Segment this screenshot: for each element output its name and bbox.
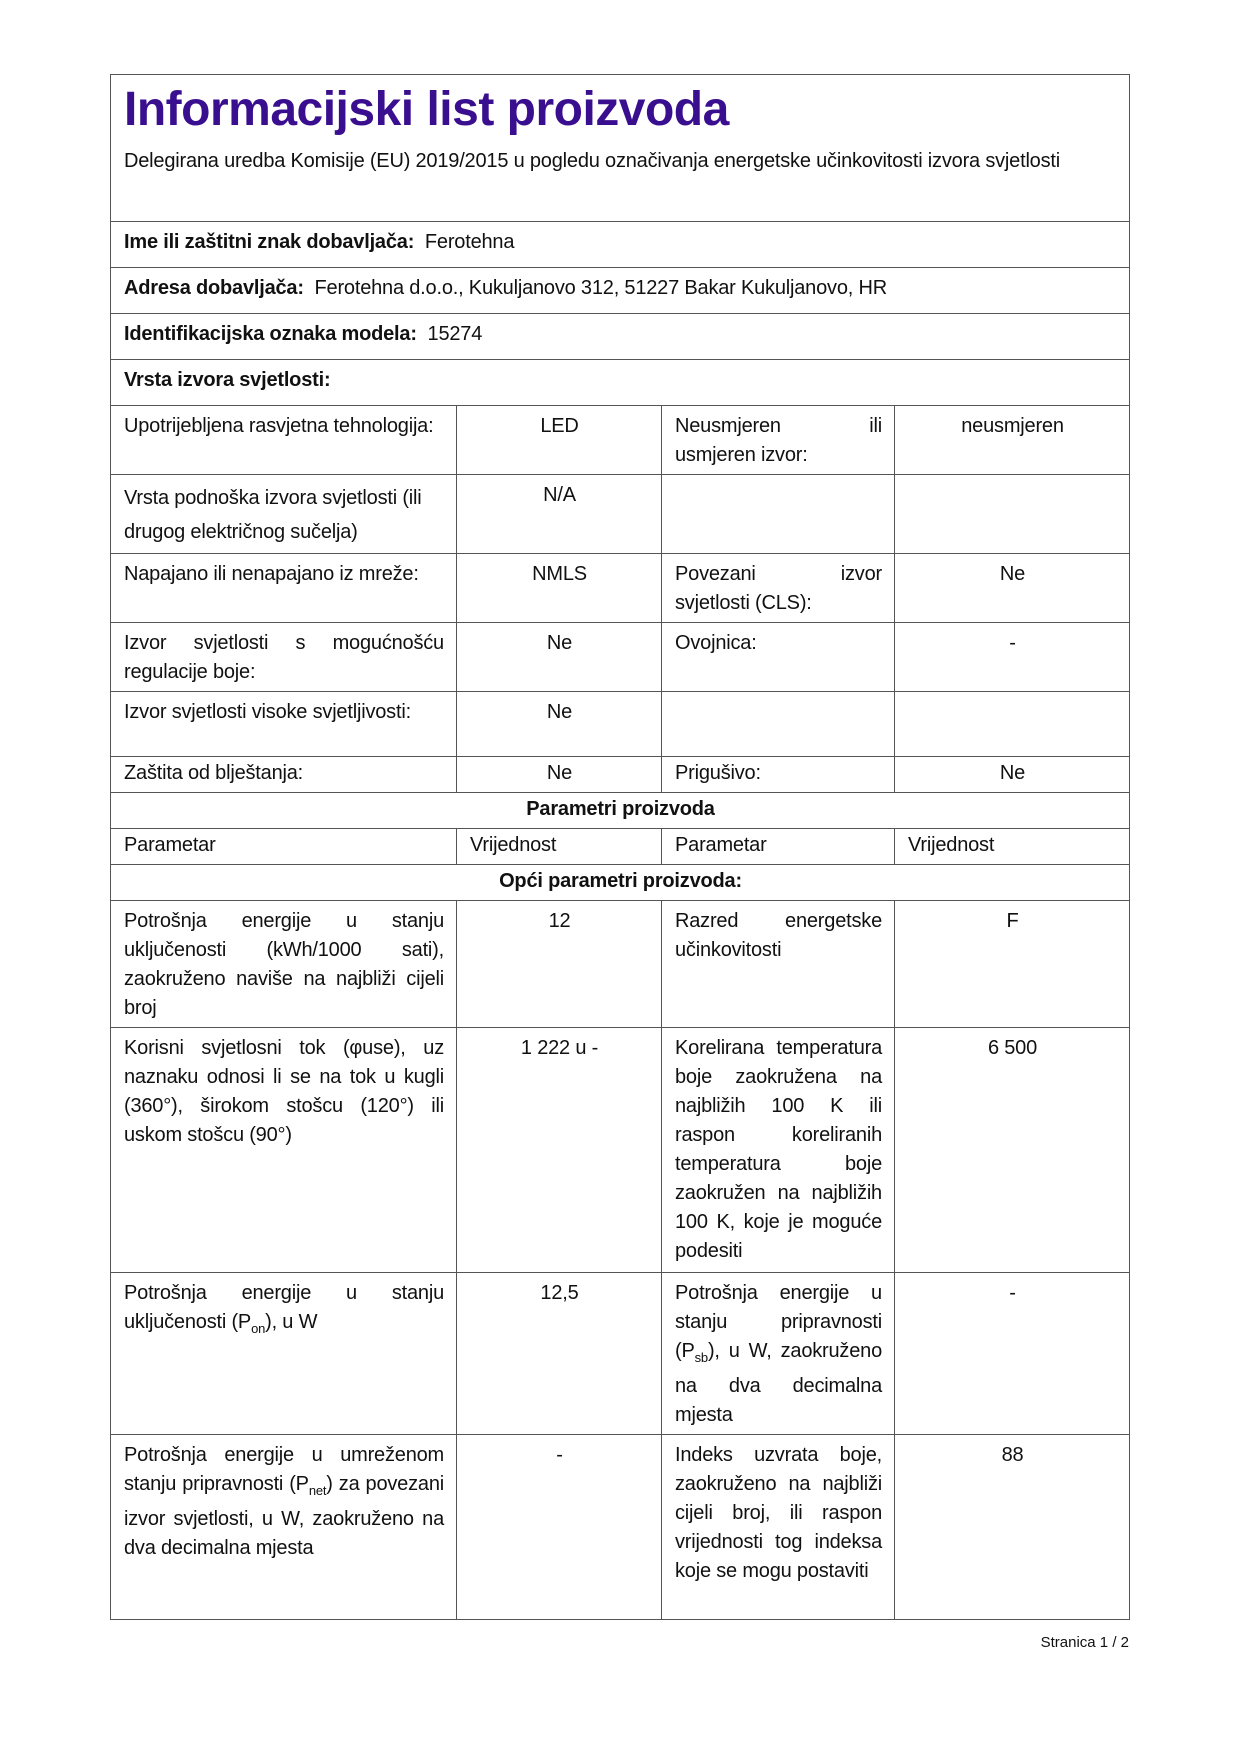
subtitle: Delegirana uredba Komisije (EU) 2019/201… (124, 150, 1061, 172)
param-label: Ovojnica: (661, 622, 895, 692)
label-subscript: net (308, 1483, 327, 1498)
table-row: Napajano ili nenapajano iz mreže: NMLS P… (110, 553, 1131, 623)
param-label: Upotrijebljena rasvjetna tehnologija: (110, 405, 457, 475)
table-row: Potrošnja energije u stanju uključenosti… (110, 1272, 1131, 1435)
param-value: - (893, 1272, 1131, 1435)
param-value (893, 474, 1131, 554)
param-label: Povezani izvor svjetlosti (CLS): (661, 553, 895, 623)
param-label: Korisni svjetlosni tok (φuse), uz naznak… (110, 1027, 457, 1273)
param-label: Indeks uzvrata boje, zaokruženo na najbl… (661, 1434, 895, 1620)
model-value: 15274 (427, 323, 483, 345)
param-value: Ne (456, 691, 662, 757)
table-row: Izvor svjetlosti visoke svjetljivosti: N… (110, 691, 1131, 757)
column-header: Vrijednost (893, 828, 1131, 865)
label-text: ), u W (265, 1311, 318, 1333)
table-row: Izvor svjetlosti s mogućnošću regulacije… (110, 622, 1131, 692)
page-number: Stranica 1 / 2 (1040, 1634, 1129, 1651)
table-row: Potrošnja energije u stanju uključenosti… (110, 900, 1131, 1028)
general-heading-row: Opći parametri proizvoda: (109, 864, 1131, 901)
param-label (661, 474, 895, 554)
param-value (893, 691, 1131, 757)
param-value: Ne (456, 756, 662, 793)
param-value: - (456, 1434, 662, 1620)
label-subscript: on (251, 1321, 266, 1336)
table-row: Vrsta podnoška izvora svjetlosti (ili dr… (110, 474, 1131, 554)
param-label: Potrošnja energije u umreženom stanju pr… (110, 1434, 457, 1620)
supplier-label: Ime ili zaštitni znak dobavljača: (124, 231, 415, 253)
params-heading: Parametri proizvoda (109, 792, 1131, 829)
param-value: NMLS (456, 553, 662, 623)
address-label: Adresa dobavljača: (124, 277, 304, 299)
param-label: Prigušivo: (661, 756, 895, 793)
param-value: - (893, 622, 1131, 692)
param-label: Neusmjeren ili usmjeren izvor: (661, 405, 895, 475)
table-row: Potrošnja energije u umreženom stanju pr… (110, 1434, 1131, 1620)
param-value: 88 (893, 1434, 1131, 1620)
page-title: Informacijski list proizvoda (124, 83, 729, 136)
param-label: Potrošnja energije u stanju uključenosti… (110, 1272, 457, 1435)
param-label: Zaštita od blještanja: (110, 756, 457, 793)
param-value: LED (456, 405, 662, 475)
header-row: Informacijski list proizvoda Delegirana … (109, 74, 1131, 222)
model-label: Identifikacijska oznaka modela: (124, 323, 417, 345)
column-header: Parametar (661, 828, 895, 865)
address-value: Ferotehna d.o.o., Kukuljanovo 312, 51227… (314, 277, 888, 299)
label-subscript: sb (694, 1350, 709, 1365)
label-text: Potrošnja energije u stanju uključenosti… (124, 1282, 444, 1333)
column-header: Parametar (110, 828, 457, 865)
param-label: Potrošnja energije u stanju uključenosti… (110, 900, 457, 1028)
label-text: ) za povezani izvor svjetlosti, u W, zao… (124, 1473, 444, 1559)
column-header: Vrijednost (456, 828, 662, 865)
param-value: neusmjeren (893, 405, 1131, 475)
info-table: Informacijski list proizvoda Delegirana … (109, 74, 1131, 1620)
source-type-row: Vrsta izvora svjetlosti: (109, 359, 1131, 406)
params-heading-row: Parametri proizvoda (109, 792, 1131, 829)
param-value: Ne (456, 622, 662, 692)
param-label: Vrsta podnoška izvora svjetlosti (ili dr… (110, 474, 457, 554)
source-type-heading: Vrsta izvora svjetlosti: (124, 369, 331, 391)
param-label: Potrošnja energije u stanju pripravnosti… (661, 1272, 895, 1435)
model-row: Identifikacijska oznaka modela: 15274 (109, 313, 1131, 360)
supplier-row: Ime ili zaštitni znak dobavljača: Ferote… (109, 221, 1131, 268)
param-value: 6 500 (893, 1027, 1131, 1273)
param-value: Ne (893, 756, 1131, 793)
label-text: ), u W, zaokruženo na dva decimalna mjes… (675, 1340, 882, 1426)
param-value: 12,5 (456, 1272, 662, 1435)
general-heading: Opći parametri proizvoda: (109, 864, 1131, 901)
table-row: Upotrijebljena rasvjetna tehnologija: LE… (110, 405, 1131, 475)
column-header-row: Parametar Vrijednost Parametar Vrijednos… (110, 828, 1131, 865)
product-info-sheet: Informacijski list proizvoda Delegirana … (109, 74, 1131, 1620)
param-label: Napajano ili nenapajano iz mreže: (110, 553, 457, 623)
label-text: Potrošnja energije u umreženom stanju pr… (124, 1444, 444, 1495)
table-row: Korisni svjetlosni tok (φuse), uz naznak… (110, 1027, 1131, 1273)
param-value: F (893, 900, 1131, 1028)
address-row: Adresa dobavljača: Ferotehna d.o.o., Kuk… (109, 267, 1131, 314)
param-label (661, 691, 895, 757)
param-label: Izvor svjetlosti s mogućnošću regulacije… (110, 622, 457, 692)
param-label: Razred energetske učinkovitosti (661, 900, 895, 1028)
param-value: 1 222 u - (456, 1027, 662, 1273)
label-text: Potrošnja energije u stanju pripravnosti… (675, 1282, 882, 1362)
param-value: Ne (893, 553, 1131, 623)
param-value: N/A (456, 474, 662, 554)
param-value: 12 (456, 900, 662, 1028)
param-label: Izvor svjetlosti visoke svjetljivosti: (110, 691, 457, 757)
supplier-value: Ferotehna (424, 231, 515, 253)
param-label: Korelirana temperatura boje zaokružena n… (661, 1027, 895, 1273)
table-row: Zaštita od blještanja: Ne Prigušivo: Ne (110, 756, 1131, 793)
